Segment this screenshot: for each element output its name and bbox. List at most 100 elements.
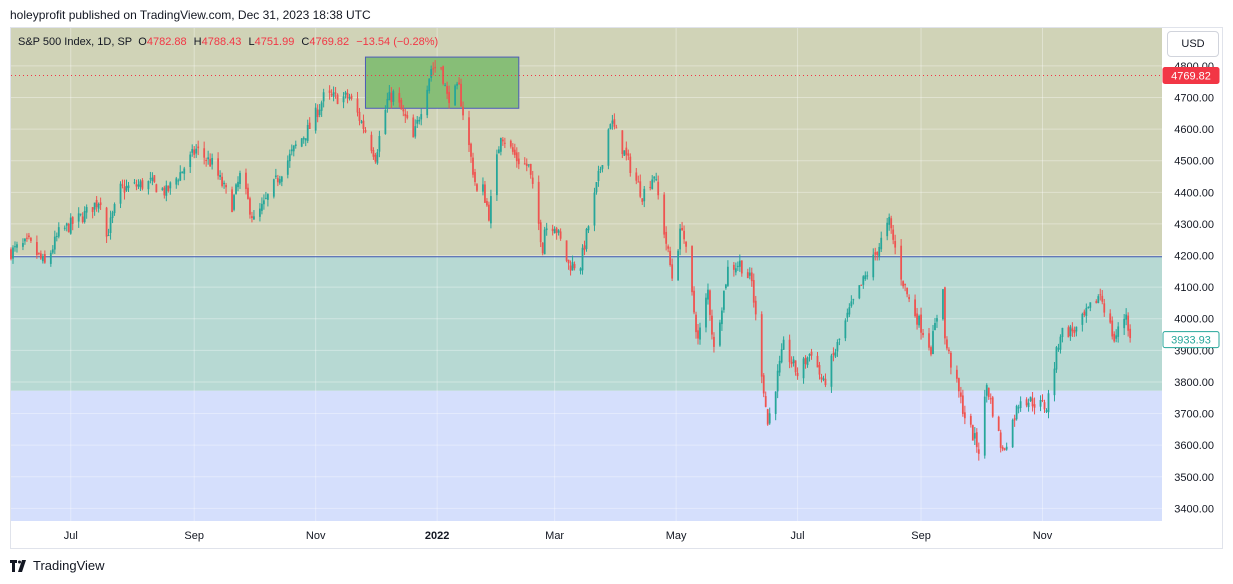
candle-body-370	[1041, 400, 1044, 402]
candle-body-178	[503, 142, 506, 144]
candle-body-67	[195, 148, 198, 154]
candle-body-153	[434, 66, 437, 69]
candle-body-184	[523, 163, 526, 165]
candle-body-191	[541, 242, 544, 254]
candle-body-181	[513, 149, 516, 156]
candle-body-322	[906, 287, 909, 295]
footer-brand[interactable]: TradingView	[10, 558, 105, 573]
candle-body-390	[1097, 296, 1100, 304]
x-tick-label-5: May	[666, 530, 687, 542]
candle-body-226	[639, 181, 642, 197]
candle-body-342	[961, 395, 964, 414]
candle-body-56	[165, 185, 168, 196]
candle-body-146	[416, 119, 419, 124]
candle-body-359	[1011, 419, 1014, 448]
candle-body-148	[420, 114, 423, 120]
candle-body-20	[65, 223, 68, 226]
candle-body-157	[446, 86, 449, 94]
candle-body-72	[209, 158, 212, 167]
y-tick-label-2: 3600.00	[1174, 440, 1214, 452]
candle-body-108	[308, 122, 311, 129]
candle-body-262	[738, 260, 741, 267]
candle-body-302	[850, 301, 853, 307]
candle-body-93	[266, 194, 269, 200]
candle-body-51	[151, 177, 154, 181]
candle-body-324	[914, 299, 916, 317]
candle-body-383	[1075, 326, 1078, 332]
candle-body-357	[1003, 448, 1006, 450]
candle-body-265	[748, 272, 751, 276]
candle-body-138	[392, 91, 395, 102]
candle-body-70	[205, 160, 208, 162]
candle-body-394	[1109, 313, 1112, 323]
candle-body-401	[1127, 315, 1130, 331]
candle-body-274	[774, 391, 777, 414]
candle-body-44	[133, 182, 136, 184]
candle-body-362	[1017, 407, 1020, 409]
candle-body-205	[581, 247, 584, 271]
candle-body-112	[320, 102, 323, 111]
candle-body-255	[721, 310, 723, 325]
candle-body-119	[342, 96, 345, 103]
candle-body-285	[804, 358, 807, 365]
candle-body-17	[55, 236, 58, 238]
candle-body-337	[948, 349, 950, 352]
open-value: 4782.88	[146, 36, 187, 48]
candle-body-80	[233, 195, 235, 210]
candle-body-246	[695, 314, 697, 333]
x-tick-label-7: Sep	[911, 530, 931, 542]
candle-body-210	[595, 182, 598, 193]
candle-body-30	[93, 202, 96, 210]
candle-body-352	[989, 398, 992, 400]
candle-body-238	[671, 264, 674, 279]
candle-body-168	[476, 184, 478, 191]
candle-body-280	[790, 361, 793, 365]
candle-body-163	[462, 106, 464, 116]
candle-body-327	[920, 314, 922, 333]
currency-button[interactable]: USD	[1167, 31, 1219, 57]
candle-body-137	[390, 93, 393, 103]
candle-body-160	[456, 83, 458, 86]
candle-body-85	[247, 187, 249, 199]
candle-body-125	[358, 111, 361, 121]
candle-body-86	[249, 198, 251, 215]
drawn-rectangle[interactable]	[364, 56, 520, 109]
candle-body-292	[822, 378, 825, 380]
candle-body-16	[53, 236, 56, 250]
candle-body-89	[259, 208, 261, 217]
candle-body-304	[858, 285, 861, 299]
candle-body-341	[959, 392, 962, 397]
candle-body-180	[511, 147, 514, 152]
candle-body-351	[987, 387, 990, 398]
candle-body-40	[121, 184, 124, 186]
candle-body-144	[412, 117, 415, 138]
candle-body-261	[736, 265, 739, 267]
candle-body-15	[51, 249, 54, 253]
candle-body-115	[330, 94, 333, 96]
candle-body-197	[557, 230, 560, 233]
candle-body-192	[543, 229, 546, 255]
candle-body-368	[1033, 404, 1036, 408]
candle-body-263	[740, 260, 743, 274]
candle-body-375	[1055, 347, 1058, 370]
candle-body-48	[141, 180, 144, 189]
candle-body-307	[864, 275, 867, 279]
candle-body-264	[746, 272, 749, 279]
candle-body-117	[334, 92, 337, 94]
candle-body-283	[796, 372, 799, 377]
candle-body-252	[711, 315, 713, 335]
candle-body-272	[766, 409, 769, 425]
candle-body-195	[553, 229, 556, 234]
candle-body-11	[39, 253, 42, 259]
candle-body-55	[163, 187, 166, 196]
footer-brand-label: TradingView	[33, 558, 105, 573]
candle-body-142	[404, 113, 407, 117]
candle-body-348	[977, 449, 980, 454]
price-label-box-1	[1162, 331, 1220, 349]
candle-body-5	[24, 238, 26, 242]
candle-body-130	[372, 150, 375, 157]
candle-body-241	[681, 227, 683, 231]
candle-body-209	[593, 192, 596, 226]
candle-body-338	[950, 352, 952, 368]
